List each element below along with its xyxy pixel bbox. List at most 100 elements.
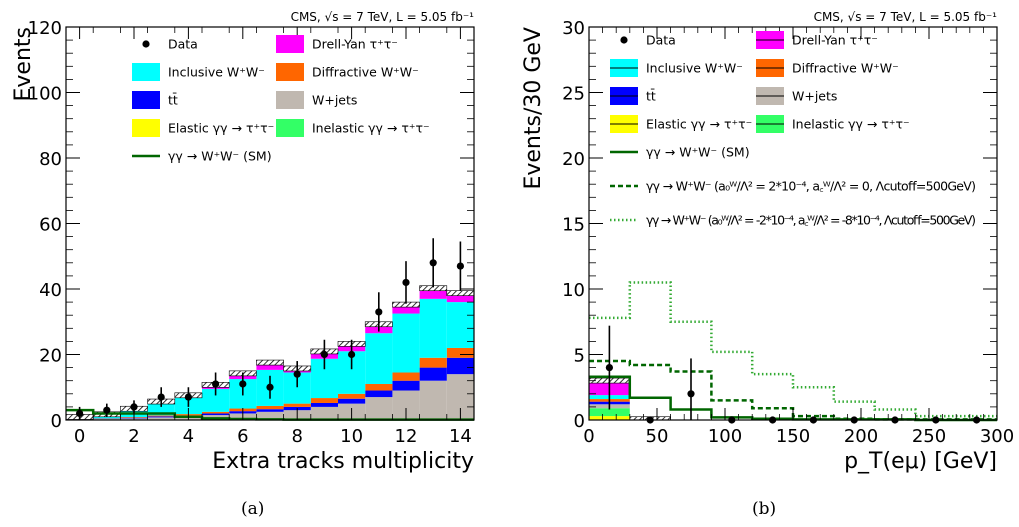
x-tick-label: 4	[183, 426, 194, 447]
y-tick-label: 0	[574, 411, 585, 432]
data-point-2	[687, 390, 695, 398]
y-tick-label: 25	[562, 84, 585, 105]
caption-a: (a)	[241, 499, 265, 519]
bar-diffractive-ww-11	[365, 383, 393, 391]
x-tick-label: 100	[708, 426, 742, 447]
x-axis-label: p_T(eμ) [GeV]	[844, 449, 997, 474]
legend-label-2: Inclusive W⁺W⁻	[168, 65, 265, 80]
data-point-12	[402, 278, 410, 287]
line-aqgc-2	[589, 281, 997, 418]
data-point-1	[103, 406, 111, 414]
legend-label-5: W+jets	[312, 93, 357, 108]
data-point-5	[212, 380, 220, 388]
bar-diffractive-ww-3	[147, 415, 175, 417]
uncertainty-band-14	[446, 290, 475, 296]
legend-swatch-wjets	[276, 91, 304, 109]
bar-diffractive-ww-14	[446, 347, 474, 358]
x-tick-label: 200	[844, 426, 878, 447]
data-point-4	[184, 393, 192, 401]
bar-wjets-9	[310, 406, 338, 420]
data-point-0	[605, 364, 613, 372]
legend-swatch-diffractive-ww	[276, 63, 304, 81]
legend-marker-data	[142, 40, 150, 48]
bar-ttbar-12	[392, 380, 420, 391]
bar-inclusive-ww-13	[419, 298, 447, 358]
bar-inelastic-0	[589, 408, 630, 417]
legend-label-4: tt̄	[168, 93, 178, 108]
x-tick-label: 8	[291, 426, 302, 447]
data-point-2	[130, 403, 138, 411]
bar-wjets-13	[419, 380, 447, 420]
chart-b: CMS, √s = 7 TeV, L = 5.05 fb⁻¹0 50 100 150 2…	[521, 10, 1014, 474]
bar-inclusive-ww-3	[147, 402, 175, 416]
bar-diffractive-ww-13	[419, 357, 447, 368]
bar-elastic-0	[589, 416, 630, 420]
bar-ttbar-11	[365, 390, 393, 398]
legend-label-7: Inelastic γγ → τ⁺τ⁻	[312, 121, 430, 136]
y-tick-label: 20	[39, 346, 62, 367]
legend-swatch-drell-yan	[276, 35, 304, 53]
legend-label-3: Diffractive W⁺W⁻	[312, 65, 419, 80]
data-point-11	[375, 308, 383, 316]
y-tick-label: 20	[562, 149, 585, 170]
bar-diffractive-ww-10	[338, 393, 366, 399]
y-tick-label: 60	[39, 215, 62, 236]
data-point-3	[157, 393, 165, 401]
y-tick-label: 100	[28, 84, 62, 105]
bar-ttbar-5	[202, 413, 230, 416]
bar-wjets-11	[365, 397, 393, 420]
x-axis-label: Extra tracks multiplicity	[212, 449, 474, 474]
x-tick-label: 300	[980, 426, 1014, 447]
y-tick-label: 30	[562, 18, 585, 39]
x-tick-label: 10	[340, 426, 363, 447]
y-tick-label: 120	[28, 18, 62, 39]
legend-label-6: Elastic γγ → τ⁺τ⁻	[168, 121, 274, 136]
bar-diffractive-ww-7	[256, 405, 284, 410]
legend-label-9: γγ → W⁺W⁻ (a₀ᵂ/Λ² = 2*10⁻⁴, a꜀ᵂ/Λ² = 0, …	[646, 179, 976, 194]
chart-a: CMS, √s = 7 TeV, L = 5.05 fb⁻¹ 0 2 4 6 8 10 12 1…	[11, 10, 475, 474]
y-tick-label: 10	[562, 280, 585, 301]
data-point-14	[456, 262, 464, 270]
legend-label-2: Inclusive W⁺W⁻	[646, 61, 743, 76]
legend-label-10: γγ → W⁺W⁻ (a₀ᵂ/Λ² = -2*10⁻⁴, a꜀ᵂ/Λ² = -8…	[646, 213, 976, 228]
y-tick-label: 40	[39, 280, 62, 301]
legend-label-7: Inelastic γγ → τ⁺τ⁻	[792, 117, 910, 132]
x-tick-label: 150	[776, 426, 810, 447]
bar-diffractive-ww-9	[310, 398, 338, 403]
bar-ttbar-10	[338, 398, 366, 404]
y-tick-label: 15	[562, 215, 585, 236]
legend-swatch-inclusive-ww	[132, 63, 160, 81]
legend-label-0: Data	[168, 37, 198, 52]
legend-swatch-ttbar	[132, 91, 160, 109]
x-tick-label: 250	[912, 426, 946, 447]
y-axis-label: Events	[11, 27, 36, 102]
bar-drell-yan-12	[392, 302, 420, 314]
data-point-13	[429, 259, 437, 267]
x-tick-label: 6	[237, 426, 248, 447]
x-tick-label: 2	[128, 426, 139, 447]
legend-label-1: Drell-Yan τ⁺τ⁻	[792, 33, 878, 48]
bar-inclusive-ww-5	[202, 388, 230, 412]
y-axis-label: Events/30 GeV	[521, 27, 546, 190]
legend-marker-data	[620, 36, 628, 44]
bar-ttbar-3	[147, 416, 175, 418]
bar-inclusive-ww-11	[365, 333, 393, 384]
legend-label-0: Data	[646, 33, 676, 48]
legend-label-8: γγ → W⁺W⁻ (SM)	[646, 145, 750, 160]
y-tick-label: 80	[39, 149, 62, 170]
bar-inclusive-ww-12	[392, 313, 420, 373]
legend-label-1: Drell-Yan τ⁺τ⁻	[312, 37, 398, 52]
legend-label-6: Elastic γγ → τ⁺τ⁻	[646, 117, 752, 132]
x-tick-label: 0	[583, 426, 594, 447]
data-point-7	[266, 383, 274, 391]
x-tick-label: 14	[449, 426, 472, 447]
legend-label-5: W+jets	[792, 89, 837, 104]
chart-header: CMS, √s = 7 TeV, L = 5.05 fb⁻¹	[814, 10, 998, 24]
bar-diffractive-ww-5	[202, 411, 230, 414]
bar-ttbar-9	[310, 402, 338, 407]
data-point-8	[293, 370, 301, 378]
y-tick-label: 0	[51, 411, 62, 432]
legend-label-8: γγ → W⁺W⁻ (SM)	[168, 149, 272, 164]
data-point-10	[348, 350, 356, 359]
